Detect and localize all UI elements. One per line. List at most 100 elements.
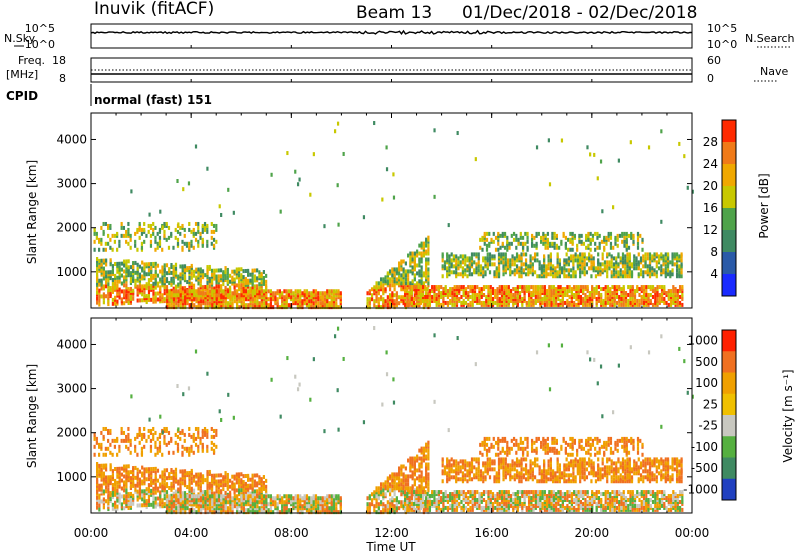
data-cell: [427, 247, 430, 252]
data-cell: [213, 286, 216, 291]
data-cell: [118, 470, 121, 475]
data-cell: [574, 274, 577, 279]
data-cell: [197, 239, 200, 244]
data-cell: [569, 231, 572, 236]
data-cell: [213, 289, 216, 294]
data-cell: [120, 438, 123, 443]
data-cell: [147, 434, 150, 439]
data-cell: [114, 281, 117, 286]
data-cell: [440, 285, 443, 290]
data-cell: [496, 291, 499, 296]
data-cell: [317, 506, 320, 511]
data-cell: [201, 223, 204, 228]
data-cell: [179, 485, 182, 490]
data-cell: [502, 264, 505, 269]
data-cell: [455, 270, 458, 275]
data-cell: [420, 241, 423, 246]
data-cell: [317, 295, 320, 300]
data-cell: [206, 280, 209, 285]
data-cell: [143, 475, 146, 480]
data-cell: [208, 276, 211, 281]
data-cell: [457, 272, 460, 277]
data-cell: [407, 281, 410, 286]
data-cell: [629, 285, 632, 290]
data-cell: [624, 266, 627, 271]
data-cell: [664, 266, 667, 271]
data-cell: [615, 285, 619, 290]
data-cell: [118, 243, 121, 248]
data-cell: [442, 291, 445, 296]
data-cell: [229, 295, 232, 300]
data-cell: [203, 430, 207, 435]
data-cell: [194, 144, 198, 149]
data-cell: [220, 498, 223, 503]
data-cell: [610, 254, 613, 259]
data-cell: [237, 488, 241, 493]
data-cell: [129, 294, 133, 299]
data-cell: [552, 264, 555, 269]
data-cell: [653, 252, 656, 257]
data-cell: [215, 305, 218, 310]
data-cell: [240, 267, 243, 272]
data-cell: [570, 274, 573, 279]
data-cell: [224, 270, 227, 275]
data-cell: [235, 267, 238, 272]
data-cell: [637, 260, 640, 265]
data-cell: [181, 444, 184, 449]
data-cell: [159, 285, 162, 290]
data-cell: [184, 494, 187, 499]
data-cell: [482, 256, 485, 261]
data-cell: [249, 286, 252, 291]
data-cell: [518, 285, 522, 290]
data-cell: [222, 299, 225, 304]
data-cell: [172, 286, 175, 291]
data-cell: [206, 448, 209, 453]
data-cell: [512, 293, 515, 297]
data-cell: [671, 252, 674, 257]
data-cell: [508, 245, 511, 250]
data-cell: [263, 494, 266, 499]
data-cell: [143, 471, 146, 476]
data-cell: [98, 288, 101, 293]
data-cell: [427, 267, 430, 272]
data-cell: [612, 262, 616, 267]
data-cell: [210, 221, 213, 226]
data-cell: [134, 465, 137, 470]
data-cell: [370, 297, 374, 302]
data-cell: [503, 231, 507, 236]
data-cell: [210, 286, 214, 291]
data-cell: [400, 287, 403, 292]
data-cell: [147, 473, 151, 478]
data-cell: [197, 430, 200, 435]
data-cell: [416, 253, 419, 258]
data-cell: [453, 285, 456, 290]
data-cell: [580, 239, 583, 244]
data-cell: [179, 477, 182, 482]
data-cell: [485, 243, 489, 248]
data-cell: [388, 287, 392, 292]
data-cell: [215, 428, 218, 433]
data-cell: [102, 266, 105, 271]
data-cell: [647, 285, 650, 290]
data-cell: [222, 494, 225, 499]
data-cell: [167, 225, 171, 230]
data-cell: [592, 256, 595, 261]
data-cell: [152, 478, 155, 483]
data-cell: [482, 300, 486, 305]
data-cell: [586, 285, 589, 290]
data-cell: [626, 264, 629, 269]
data-cell: [339, 291, 342, 296]
data-cell: [633, 289, 637, 294]
data-cell: [609, 241, 613, 246]
data-cell: [154, 466, 157, 471]
data-cell: [127, 227, 130, 232]
data-cell: [633, 254, 636, 259]
data-cell: [120, 472, 123, 477]
data-cell: [532, 289, 535, 294]
data-cell: [154, 239, 157, 244]
data-cell: [598, 245, 601, 250]
data-cell: [199, 472, 202, 477]
data-cell: [192, 231, 195, 236]
noise-tick-bottom: 10^0: [25, 38, 55, 51]
